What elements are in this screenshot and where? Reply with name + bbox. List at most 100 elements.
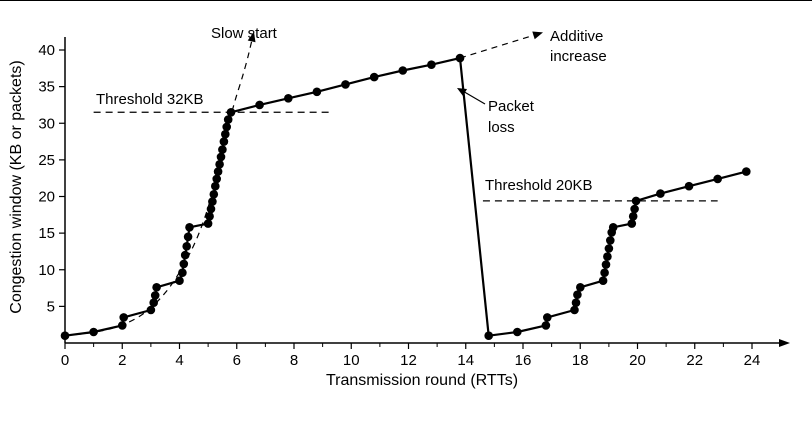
data-point [341,80,350,89]
data-point [606,236,615,245]
x-tick-label: 20 [629,352,646,369]
data-point [182,242,191,251]
data-point [152,283,161,292]
y-tick-label: 15 [38,225,55,242]
series-layer [64,31,747,337]
packet-loss-label-line1: Packet [488,98,535,115]
y-tick-label: 5 [47,298,55,315]
x-tick-label: 24 [744,352,761,369]
data-point [119,313,128,322]
data-point [627,219,637,228]
data-point [600,268,609,278]
data-point [216,152,226,162]
additive-increase-label-line1: Additive [550,28,603,45]
x-axis-arrowhead [779,339,790,347]
data-point [312,87,322,97]
additive-increase-label-line2: increase [550,48,607,65]
data-point [223,115,233,124]
data-point [208,197,217,206]
top-border-line [0,0,812,1]
y-tick-label: 40 [38,42,55,59]
data-point [484,331,494,341]
data-point [571,298,581,308]
data-point [219,137,229,146]
data-point [206,204,216,214]
data-point [209,190,219,199]
data-point [226,108,236,117]
x-tick-label: 0 [61,352,69,369]
packet-loss-arrowhead [457,88,467,96]
data-point [427,60,436,69]
threshold-lines [93,111,718,202]
data-point [185,223,194,232]
data-point [60,331,70,341]
y-tick-label: 20 [38,189,55,206]
x-tick-label: 2 [118,352,126,369]
data-point [213,167,223,176]
data-markers [60,53,751,341]
data-point [608,223,618,232]
x-tick-label: 6 [233,352,241,369]
data-point [222,122,231,132]
data-point [89,327,98,337]
x-tick-label: 8 [290,352,298,369]
data-point [541,321,551,330]
data-point [255,100,264,110]
data-point [601,260,611,269]
data-point [205,212,214,221]
data-point [573,290,582,300]
data-point [215,160,224,169]
data-point [628,212,638,221]
x-tick-label: 22 [686,352,703,369]
data-point [713,174,722,184]
x-axis-title: Transmission round (RTTs) [326,372,518,389]
data-point [513,327,522,337]
x-tick-label: 4 [175,352,183,369]
additive-increase-extension [459,31,544,59]
data-point [631,196,641,206]
data-point [146,305,156,315]
data-point [178,268,187,278]
y-axis-title: Congestion window (KB or packets) [8,60,25,313]
x-tick-label: 14 [457,352,474,369]
data-point [221,129,230,139]
data-point [604,244,614,253]
threshold-20kb-label: Threshold 20KB [485,177,593,194]
data-point [570,305,579,315]
y-tick-label: 25 [38,152,55,169]
y-tick-label: 10 [38,262,55,279]
data-point [211,181,220,191]
packet-loss-label-line2: loss [488,119,515,136]
data-point [742,167,751,176]
data-point [656,189,665,198]
data-point [118,321,127,330]
data-point [630,204,639,214]
data-point [598,276,608,286]
additive-increase-arrowhead [532,31,543,40]
slow-start-arrowhead [247,31,256,43]
data-point [179,259,189,269]
data-point [149,298,158,308]
x-tick-label: 10 [343,352,360,369]
x-tick-label: 16 [515,352,532,369]
data-point [284,94,293,103]
data-point [455,53,465,63]
data-point [684,181,694,191]
y-tick-label: 30 [38,115,55,132]
data-point [175,276,184,286]
x-tick-label: 12 [400,352,417,369]
data-point [212,174,221,184]
data-point [543,313,552,322]
data-point [576,283,585,292]
y-tick-label: 35 [38,79,55,96]
threshold-32kb-label: Threshold 32KB [96,91,204,108]
slow-start-label: Slow start [211,25,278,42]
data-point [398,66,408,75]
data-point [203,219,213,228]
data-point [150,291,160,300]
x-tick-label: 18 [572,352,589,369]
data-point [218,145,227,154]
axes [64,37,790,347]
